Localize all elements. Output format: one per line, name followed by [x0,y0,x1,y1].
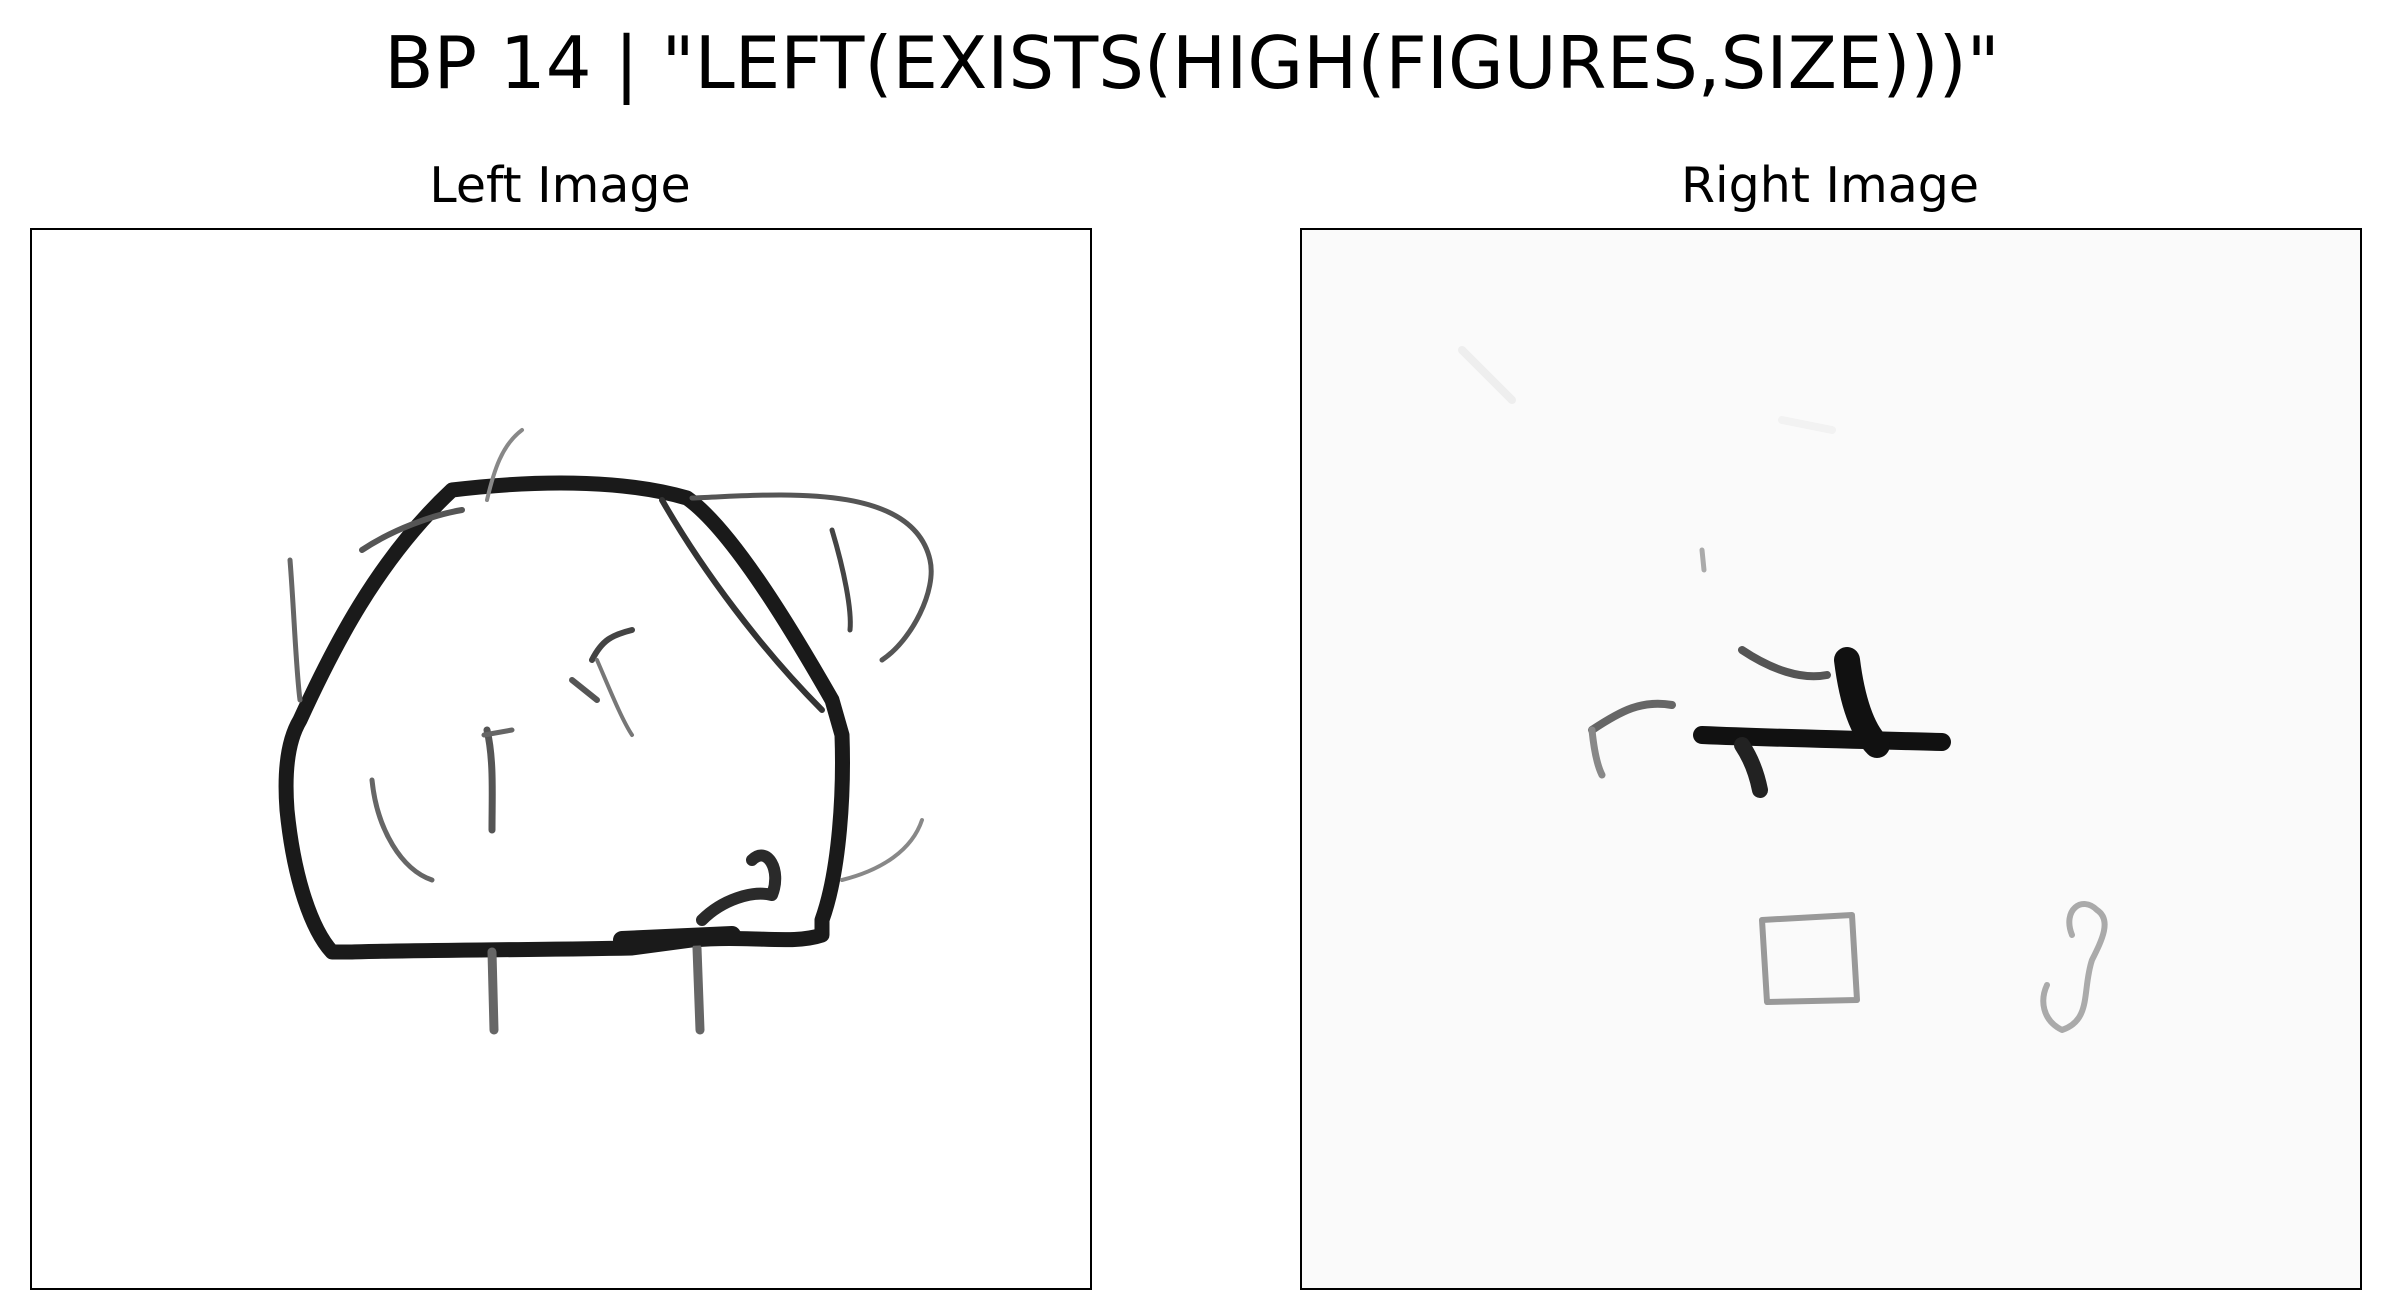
right-image-title: Right Image [1680,157,1980,214]
faint-background [1302,230,2360,1288]
left-image-title: Left Image [429,157,691,214]
large-figure-outline [278,475,850,960]
dark-stroke-left-tail [1588,726,1606,779]
inner-mark-a [589,627,635,663]
inner-mark-d [483,726,496,834]
dark-stroke-main [1693,726,1951,751]
top-right-arc [689,492,934,663]
dark-stroke-left [1588,699,1676,734]
top-right-tick [829,527,853,633]
inner-curve-stroke [369,777,435,883]
inner-mark-e [481,727,515,738]
small-square [1759,912,1860,1005]
inner-mark-c [569,677,600,703]
bottom-bar-thick [613,926,741,949]
bottom-blob [696,849,782,926]
right-image-panel [1300,228,2362,1290]
top-antenna-stroke [485,428,524,502]
dark-stroke-upper [1738,646,1831,681]
dark-stroke-tick [1734,737,1768,798]
inner-diagonal-stroke [659,497,825,713]
right-image-drawing [1302,230,2360,1288]
dark-stroke-dot [1699,547,1707,573]
left-vertical-stroke [287,557,303,703]
inner-mark-b [595,658,634,737]
figure-title: BP 14 | "LEFT(EXISTS(HIGH(FIGURES,SIZE))… [384,21,2000,105]
top-left-stroke [359,507,465,553]
dark-stroke-vertical [1834,647,1890,758]
left-image-panel [30,228,1092,1290]
faint-smudge-top [1778,416,1836,434]
left-leg [487,947,499,1035]
left-image-drawing [278,428,934,1035]
right-leg [692,943,705,1035]
small-loop [2040,901,2108,1033]
faint-smudge-top-left [1458,346,1516,404]
right-tail-stroke [840,818,924,882]
